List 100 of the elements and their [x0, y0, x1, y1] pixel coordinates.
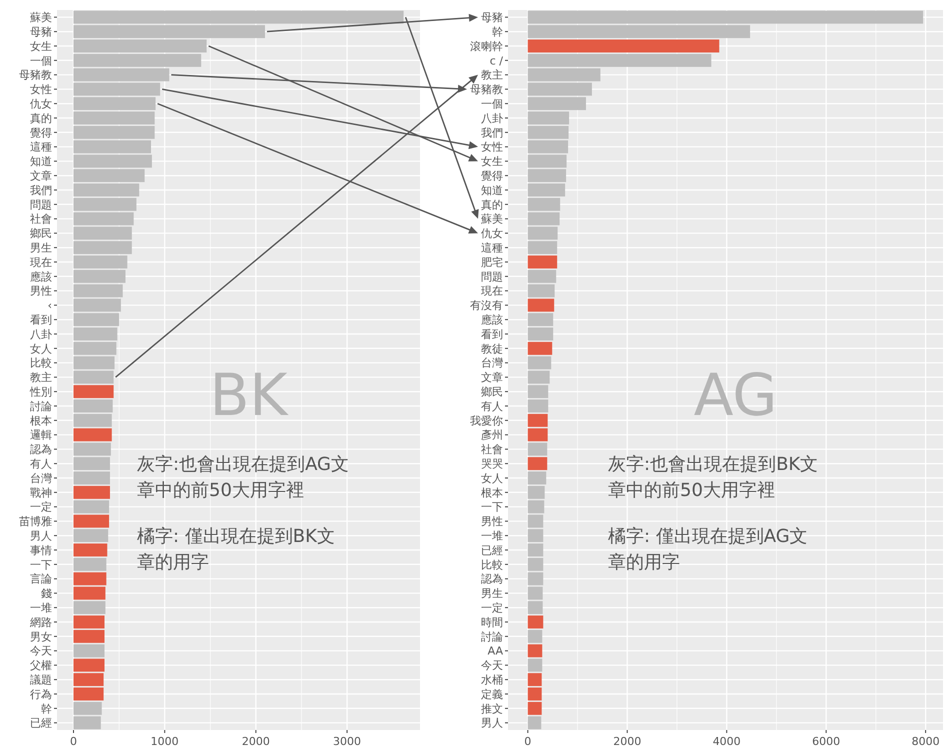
- annotation: 橘字: 僅出現在提到BK文章的用字: [137, 526, 335, 573]
- y-tick-label: 仇女: [30, 97, 52, 110]
- bar: [528, 342, 552, 355]
- y-tick-label: 教主: [30, 371, 52, 384]
- bar: [528, 40, 720, 52]
- y-tick-label: 看到: [481, 328, 503, 341]
- y-tick-label: 教徒: [481, 342, 503, 356]
- y-tick-label: 看到: [30, 313, 52, 326]
- y-tick-label: 男人: [481, 716, 503, 730]
- y-tick-label: 有人: [30, 457, 52, 470]
- y-tick-label: 彥州: [481, 428, 503, 442]
- bar: [74, 486, 110, 499]
- y-tick-label: 我們: [30, 184, 52, 197]
- bar: [74, 428, 112, 442]
- y-tick-label: 定義: [481, 688, 503, 701]
- y-tick-label: 時間: [481, 616, 503, 629]
- bar: [74, 644, 105, 658]
- y-tick-label: 問題: [481, 270, 503, 284]
- y-tick-label: 文章: [481, 371, 503, 384]
- y-tick-label: 錢: [41, 587, 52, 600]
- y-tick-label: 男人: [30, 529, 52, 542]
- y-tick-label: ‹: [48, 299, 52, 312]
- x-tick-label: 2000: [613, 735, 642, 748]
- y-tick-label: 男女: [30, 630, 52, 644]
- y-tick-label: 討論: [481, 630, 503, 644]
- y-tick-label: 一堆: [30, 601, 52, 614]
- y-tick-label: 覺得: [481, 169, 503, 182]
- bar: [528, 298, 554, 312]
- bar: [74, 500, 110, 514]
- x-tick-label: 3000: [333, 735, 362, 748]
- y-tick-label: 母豬: [481, 11, 503, 24]
- y-tick-label: 根本: [481, 486, 503, 500]
- y-tick-label: 推文: [481, 702, 503, 716]
- y-tick-label: 水桶: [481, 673, 503, 686]
- y-tick-label: 一定: [30, 500, 52, 514]
- y-tick-label: 男性: [481, 515, 503, 528]
- bar: [528, 716, 542, 730]
- bar: [528, 256, 558, 268]
- y-tick-label: 認為: [30, 443, 52, 456]
- y-tick-label: 鄉民: [481, 385, 503, 398]
- y-tick-label: 肥宅: [481, 256, 503, 269]
- y-tick-label: 應該: [481, 313, 503, 326]
- y-tick-label: 男性: [30, 284, 52, 298]
- y-tick-label: 女人: [30, 342, 52, 356]
- bar: [528, 630, 542, 643]
- y-tick-label: 鄉民: [30, 227, 52, 240]
- y-tick-label: 母豬: [30, 25, 52, 38]
- y-tick-label: 討論: [30, 400, 52, 413]
- y-tick-label: 女生: [30, 40, 52, 53]
- bar: [528, 658, 542, 672]
- x-tick-label: 0: [524, 735, 532, 748]
- y-tick-label: 苗博雅: [19, 515, 52, 528]
- y-tick-label: 網路: [29, 616, 52, 629]
- x-tick-label: 1000: [150, 735, 179, 748]
- y-tick-label: 現在: [481, 284, 503, 298]
- bar: [74, 514, 110, 528]
- y-tick-label: 現在: [30, 256, 52, 269]
- y-tick-label: 幹: [41, 702, 52, 716]
- y-tick-label: 邏輯: [30, 428, 52, 442]
- y-tick-label: 母豬教: [470, 83, 503, 96]
- annotation: 橘字: 僅出現在提到AG文章的用字: [608, 526, 808, 573]
- bar: [74, 544, 108, 556]
- y-tick-label: 男生: [30, 241, 52, 254]
- x-tick-label: 6000: [812, 735, 840, 748]
- y-tick-label: 根本: [30, 414, 52, 428]
- y-tick-label: 事情: [30, 544, 52, 557]
- bar: [74, 385, 114, 398]
- y-tick-label: c /: [490, 54, 504, 68]
- y-tick-label: 男生: [481, 587, 503, 600]
- y-tick-label: 比較: [481, 558, 503, 572]
- y-tick-label: 這種: [481, 241, 503, 254]
- y-tick-label: 女性: [481, 140, 503, 154]
- y-tick-label: 女人: [481, 472, 503, 485]
- bar: [74, 529, 108, 542]
- bar: [528, 457, 548, 470]
- y-tick-label: 哭哭: [481, 457, 503, 470]
- y-tick-label: 言論: [30, 572, 52, 586]
- y-tick-label: 台灣: [30, 472, 52, 485]
- y-tick-label: 台灣: [481, 356, 503, 370]
- y-tick-label: 教主: [481, 68, 503, 82]
- y-tick-label: 一堆: [481, 529, 503, 542]
- annotation: BK: [210, 361, 290, 429]
- y-tick-label: 真的: [30, 112, 52, 125]
- y-tick-label: 八卦: [30, 328, 52, 341]
- y-tick-label: 知道: [481, 184, 503, 197]
- y-tick-label: 一定: [481, 601, 503, 614]
- x-tick-label: 0: [70, 735, 78, 748]
- y-tick-label: 一下: [30, 558, 52, 572]
- bar: [528, 442, 548, 456]
- y-tick-label: 應該: [30, 270, 52, 284]
- y-tick-label: 母豬教: [19, 68, 52, 82]
- y-tick-label: 我們: [481, 126, 503, 140]
- y-tick-label: 比較: [30, 356, 52, 370]
- y-tick-label: 知道: [30, 155, 52, 168]
- y-tick-label: 這種: [30, 140, 52, 154]
- y-tick-label: 一個: [30, 54, 52, 68]
- y-tick-label: 我愛你: [470, 414, 503, 428]
- y-tick-label: 覺得: [30, 126, 52, 140]
- y-tick-label: 今天: [30, 644, 52, 658]
- y-tick-label: 戰神: [30, 486, 52, 500]
